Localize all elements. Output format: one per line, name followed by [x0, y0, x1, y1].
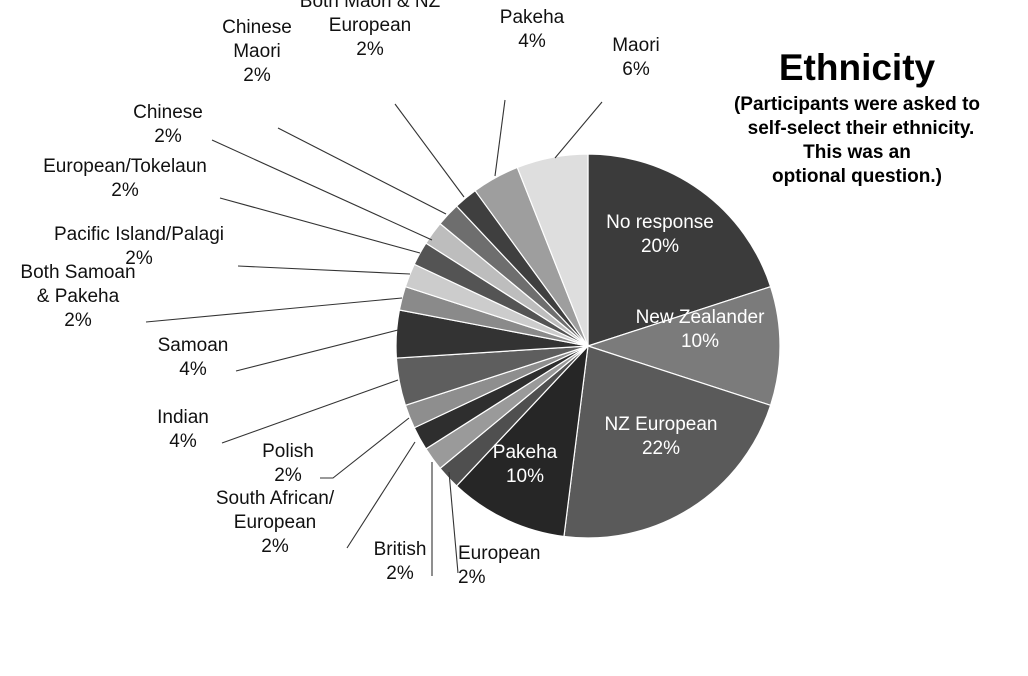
- slice-label: British 2%: [374, 539, 427, 584]
- chart-subtitle-line: self-select their ethnicity.: [748, 118, 975, 139]
- chart-title: Ethnicity: [779, 47, 936, 88]
- leader-line: [235, 329, 399, 372]
- slice-value-label: 4%: [169, 431, 197, 452]
- slice-label: Polish 2%: [262, 441, 314, 486]
- chart-subtitle-line: (Participants were asked to: [734, 94, 980, 115]
- slice-value-label: 2%: [111, 180, 139, 201]
- slice-category-label: Maori: [612, 35, 660, 56]
- leader-line: [394, 103, 465, 198]
- leader-line: [448, 471, 459, 574]
- slice-label: European/Tokelaun 2%: [43, 156, 207, 201]
- slice-value-label: 2%: [356, 39, 384, 60]
- leader-lines: [145, 99, 603, 576]
- slice-value-label: 2%: [243, 65, 271, 86]
- leader-line: [221, 379, 399, 444]
- slice-label: Pacific Island/Palagi 2%: [54, 224, 224, 269]
- slice-label: Maori 6%: [612, 35, 660, 80]
- slice-label: Pakeha 10%: [493, 442, 558, 487]
- slice-category-label: European: [329, 15, 411, 36]
- slice-category-label: European/Tokelaun: [43, 156, 207, 177]
- slice-value-label: 2%: [125, 248, 153, 269]
- slice-label: Chinese 2%: [133, 102, 203, 147]
- slice-category-label: Pakeha: [500, 7, 565, 28]
- pie-slice: [586, 285, 781, 407]
- chart-subtitle-line: optional question.): [772, 166, 942, 187]
- slice-value-label: 2%: [274, 465, 302, 486]
- slice-category-label: Maori: [233, 41, 281, 62]
- leader-line: [219, 197, 421, 254]
- slice-value-label: 4%: [179, 359, 207, 380]
- slice-label: NZ European 22%: [604, 414, 717, 459]
- slice-labels: No response 20% New Zealander 10% NZ Europea…: [20, 0, 765, 588]
- slice-value-label: 6%: [622, 59, 650, 80]
- slice-category-label: Chinese: [222, 17, 292, 38]
- pie-slice: [587, 153, 772, 347]
- chart-subtitle: (Participants were asked to self-select t…: [734, 94, 980, 187]
- slice-label: New Zealander 10%: [636, 307, 766, 352]
- slice-category-label: New Zealander: [636, 307, 766, 328]
- slice-label: Chinese Maori 2%: [222, 17, 292, 86]
- chart-subtitle-line: This was an: [803, 142, 911, 163]
- slice-value-label: 2%: [261, 536, 289, 557]
- slice-category-label: European: [234, 512, 316, 533]
- leader-line: [494, 99, 506, 177]
- slice-category-label: European: [458, 543, 540, 564]
- leader-line: [277, 127, 447, 215]
- slice-category-label: Both Maori & NZ: [300, 0, 441, 12]
- slice-label: Both Maori & NZ European 2%: [300, 0, 441, 60]
- slice-category-label: Chinese: [133, 102, 203, 123]
- leader-line: [554, 101, 603, 159]
- slice-label: Indian 4%: [157, 407, 209, 452]
- slice-category-label: Samoan: [158, 335, 229, 356]
- leader-line: [145, 297, 403, 323]
- slice-category-label: South African/: [216, 488, 335, 509]
- pie-slice: [563, 345, 772, 539]
- slice-value-label: 22%: [642, 438, 680, 459]
- slice-value-label: 10%: [506, 466, 544, 487]
- slice-label: South African/European 2%: [216, 488, 335, 557]
- leader-line: [211, 139, 433, 241]
- slice-category-label: & Pakeha: [37, 286, 120, 307]
- pie-slice: [516, 153, 589, 347]
- pie-slices: [395, 153, 781, 539]
- slice-category-label: Polish: [262, 441, 314, 462]
- slice-value-label: 10%: [681, 331, 719, 352]
- slice-label: Both Samoan & Pakeha 2%: [20, 262, 135, 331]
- slice-category-label: Pacific Island/Palagi: [54, 224, 224, 245]
- slice-value-label: 2%: [64, 310, 92, 331]
- slice-category-label: British: [374, 539, 427, 560]
- slice-value-label: 2%: [386, 563, 414, 584]
- slice-value-label: 2%: [154, 126, 182, 147]
- leader-line: [320, 417, 410, 479]
- leader-line: [237, 265, 411, 275]
- slice-category-label: Indian: [157, 407, 209, 428]
- leader-line: [346, 441, 416, 549]
- slice-label: Both Maori & Pakeha 4%: [477, 0, 587, 52]
- chart-title-block: Ethnicity (Participants were asked to self…: [734, 47, 980, 187]
- slice-category-label: No response: [606, 212, 714, 233]
- slice-value-label: 20%: [641, 236, 679, 257]
- slice-category-label: Pakeha: [493, 442, 558, 463]
- slice-category-label: Both Samoan: [20, 262, 135, 283]
- slice-category-label: NZ European: [604, 414, 717, 435]
- pie-slice: [455, 344, 589, 538]
- slice-label: No response 20%: [606, 212, 714, 257]
- slice-label: European 2%: [458, 543, 540, 588]
- slice-value-label: 4%: [518, 31, 546, 52]
- slice-label: Samoan 4%: [158, 335, 229, 380]
- slice-category-label: Both Maori &: [477, 0, 587, 4]
- slice-value-label: 2%: [458, 567, 486, 588]
